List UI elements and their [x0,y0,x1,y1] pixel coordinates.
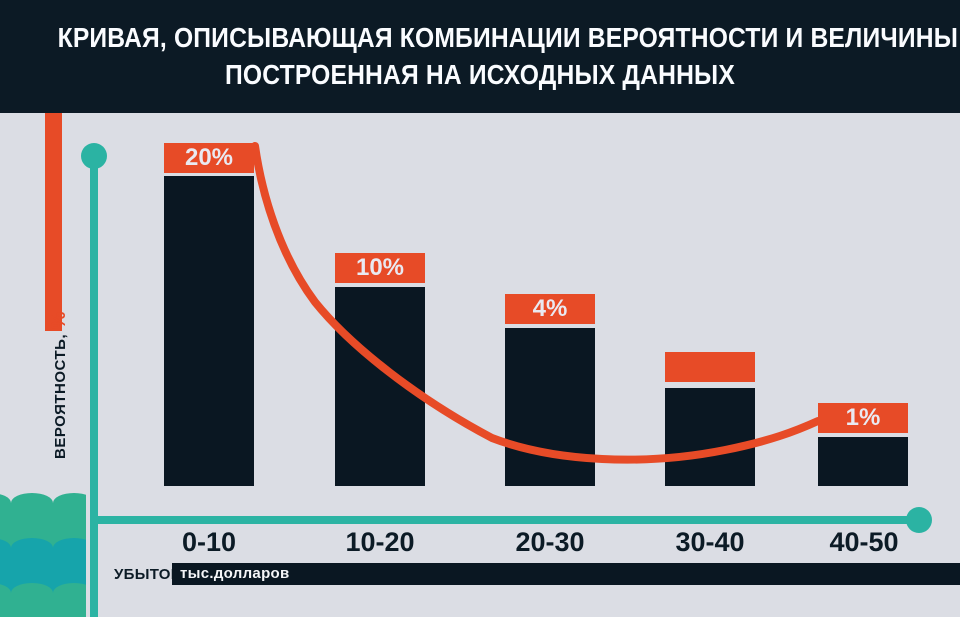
y-axis-accent-stripe [45,113,62,331]
bar-value-label-0-10: 20% [164,143,254,173]
y-axis-label-text: ВЕРОЯТНОСТЬ, [52,333,69,459]
bar-value-label-30-40 [665,352,755,382]
y-axis-origin-dot [81,143,107,169]
bar-40-50 [818,437,908,486]
x-tick-10-20: 10-20 [345,527,415,557]
bar-20-30 [505,328,595,486]
waves-decoration [0,493,86,617]
x-tick-40-50: 40-50 [829,527,899,557]
page-title-line-2: ПОСТРОЕННАЯ НА ИСХОДНЫХ ДАННЫХ [225,59,735,90]
bar-10-20 [335,287,425,486]
x-axis-label: УБЫТОК, [114,566,185,583]
x-tick-0-10: 0-10 [181,527,237,557]
bar-value-label-10-20: 10% [335,253,425,283]
bar-value-label-20-30: 4% [505,294,595,324]
x-tick-30-40: 30-40 [675,527,745,557]
bar-30-40 [665,388,755,486]
y-axis-unit-percent: % [48,310,70,330]
bar-value-label-40-50: 1% [818,403,908,433]
page-title-line-1: КРИВАЯ, ОПИСЫВАЮЩАЯ КОМБИНАЦИИ ВЕРОЯТНОС… [57,22,960,53]
bar-0-10 [164,176,254,486]
x-tick-20-30: 20-30 [515,527,585,557]
y-axis-label: ВЕРОЯТНОСТЬ, % [48,311,71,459]
x-axis-line [90,516,922,524]
y-axis-line [90,157,98,617]
wave-row-3 [0,583,86,617]
x-axis-end-dot [906,507,932,533]
x-axis-unit-text: тыс.долларов [180,565,290,582]
x-axis-unit-bar: тыс.долларов [172,563,960,585]
header: КРИВАЯ, ОПИСЫВАЮЩАЯ КОМБИНАЦИИ ВЕРОЯТНОС… [0,0,960,113]
